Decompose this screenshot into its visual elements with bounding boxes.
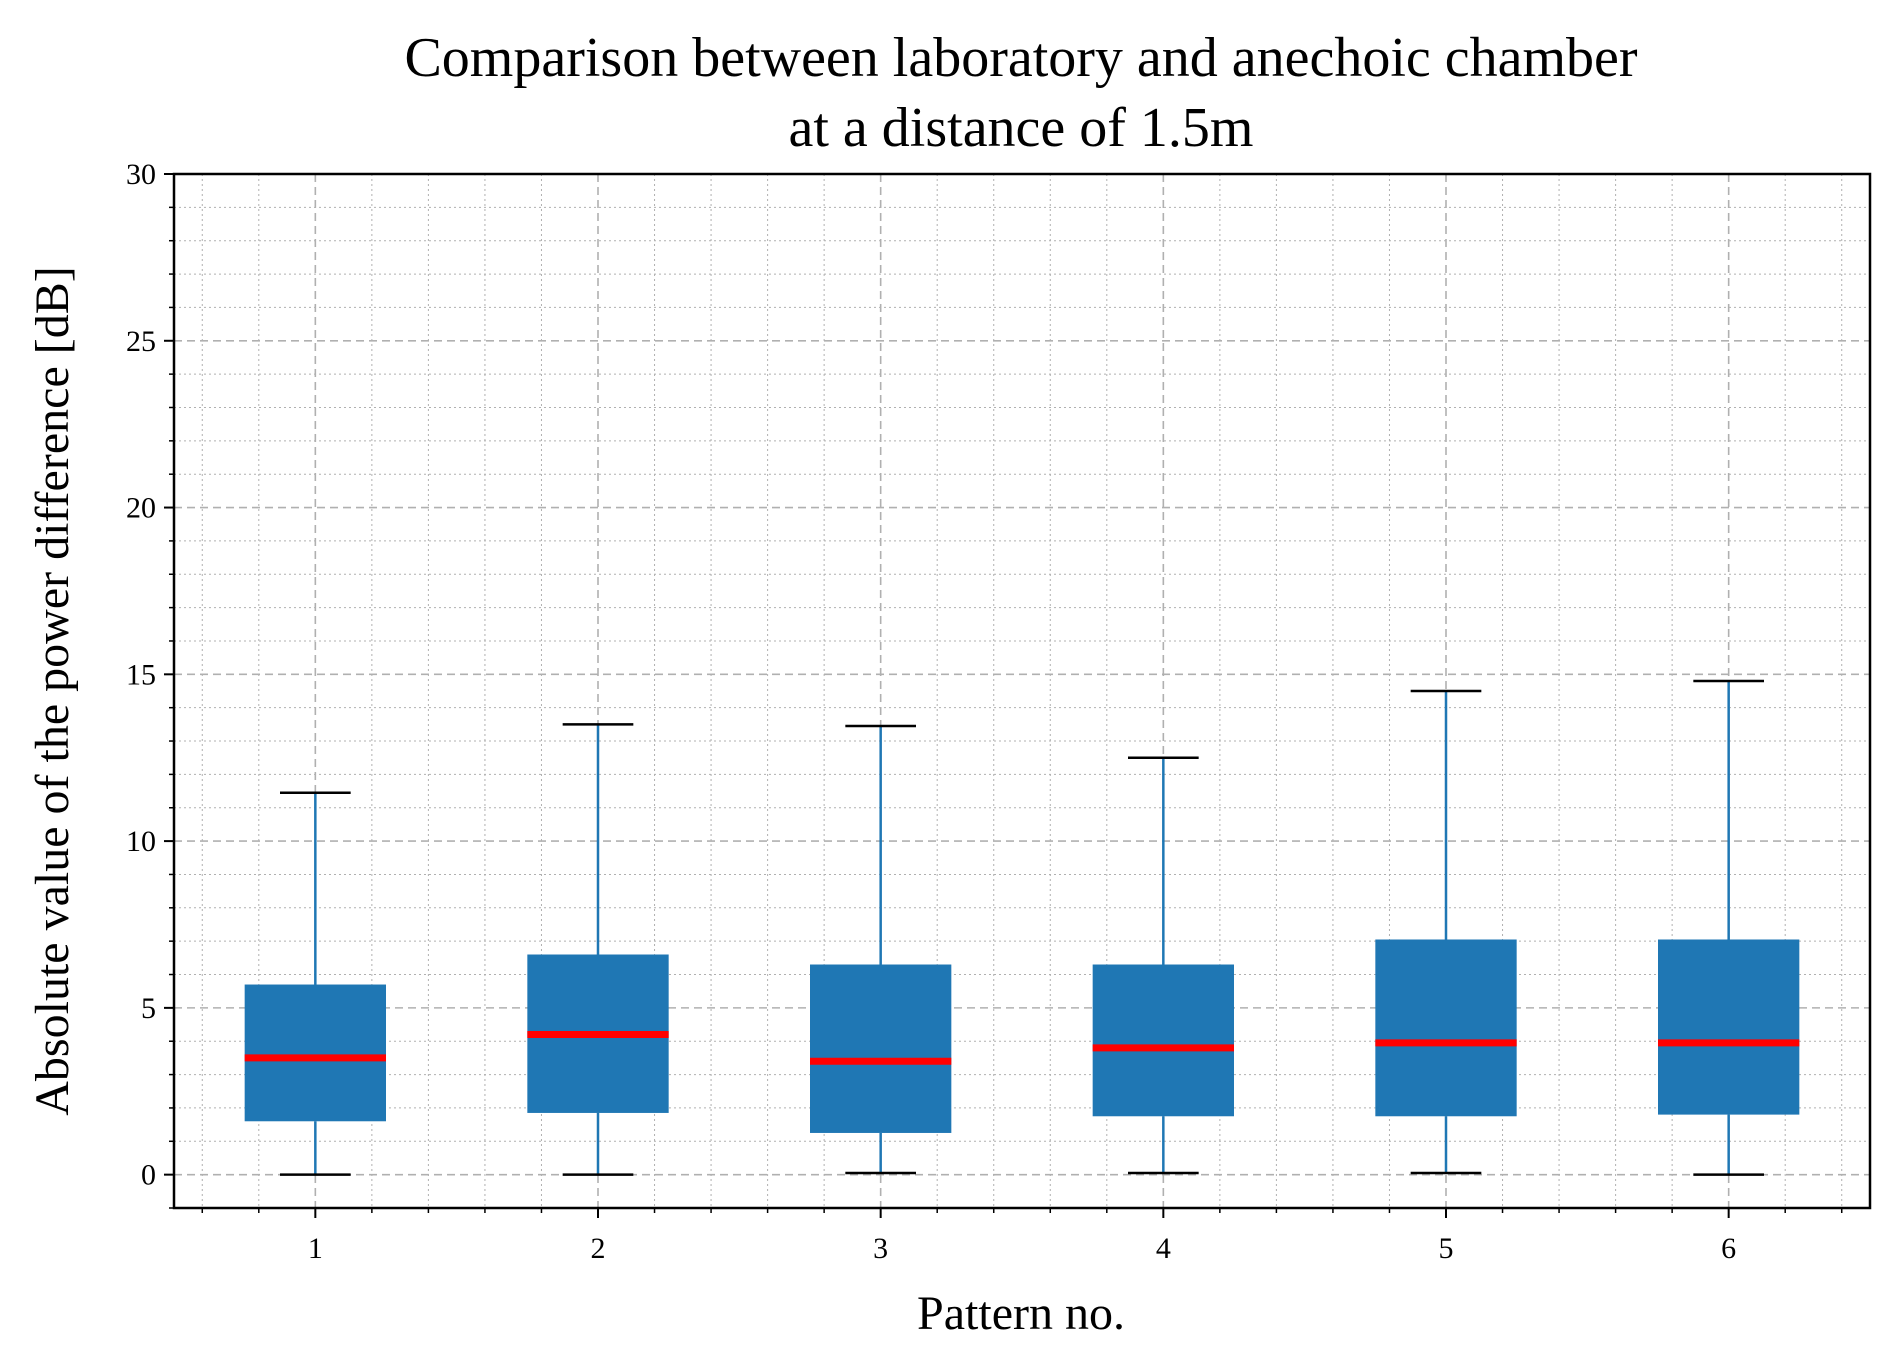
chart-title-line-2: at a distance of 1.5m [789, 97, 1254, 159]
y-tick-label: 30 [126, 158, 156, 191]
y-tick-label: 10 [126, 825, 156, 858]
box-group-2 [527, 723, 669, 1176]
iqr-box [244, 984, 386, 1122]
x-tick-label: 3 [873, 1232, 888, 1265]
box-group-6 [1658, 679, 1800, 1176]
plot-area-frame [172, 172, 1872, 1210]
iqr-box [1658, 939, 1800, 1115]
x-tick-label: 5 [1439, 1232, 1454, 1265]
box-group-3 [810, 724, 952, 1175]
y-axis-label: Absolute value of the power difference [… [26, 266, 79, 1115]
y-tick-label: 25 [126, 325, 156, 358]
y-tick-label: 15 [126, 658, 156, 691]
boxes [244, 679, 1800, 1176]
box-group-4 [1092, 756, 1234, 1175]
grid-lines [174, 173, 1870, 1209]
x-tick-label: 2 [591, 1232, 606, 1265]
iqr-box [1092, 964, 1234, 1117]
box-group-1 [244, 791, 386, 1176]
x-axis-label: Pattern no. [917, 1287, 1125, 1340]
iqr-box [1375, 939, 1517, 1117]
x-tick-label: 1 [308, 1232, 323, 1265]
x-tick-label: 6 [1721, 1232, 1736, 1265]
y-tick-label: 20 [126, 492, 156, 525]
y-tick-label: 5 [141, 992, 156, 1025]
x-tick-label: 4 [1156, 1232, 1171, 1265]
y-tick-label: 0 [141, 1159, 156, 1192]
chart-title-line-1: Comparison between laboratory and anecho… [404, 27, 1637, 89]
box-group-5 [1375, 689, 1517, 1175]
iqr-box [810, 964, 952, 1133]
